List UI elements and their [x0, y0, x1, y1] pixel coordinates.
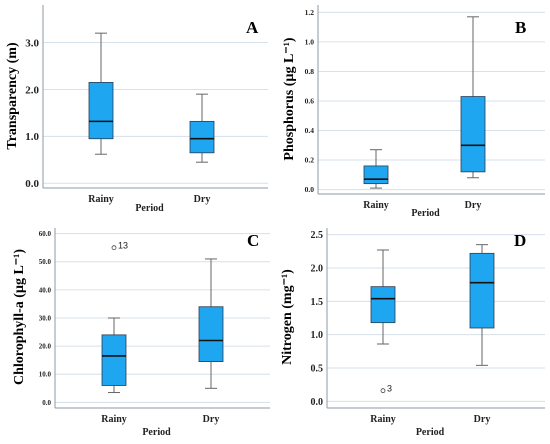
- box-dry: [198, 258, 224, 389]
- y-tick-label: 50.0: [39, 258, 52, 266]
- box-iqr: [101, 334, 127, 386]
- y-axis-title: Nitrogen (mg⁻¹): [280, 269, 295, 365]
- y-axis-title: Transparency (m): [5, 42, 20, 150]
- x-axis-title: Period: [142, 427, 171, 438]
- panel-label: A: [246, 18, 259, 37]
- y-tick-label: 60.0: [39, 230, 52, 238]
- chart-panel-a: 0.0 1.0 2.0 3.0 Rainy Dry Period Transparency (…: [5, 5, 268, 214]
- chart-panel-b: 0.0 0.2 0.4 0.6 0.8 1.0 1.2 Rainy Dry Period Phosp…: [282, 5, 545, 219]
- x-tick-label: Dry: [474, 414, 491, 425]
- y-tick-label: 0.0: [305, 185, 315, 194]
- y-tick-label: 10.0: [39, 371, 52, 379]
- y-tick-label: 0.0: [25, 178, 39, 190]
- x-axis-title: Period: [135, 203, 164, 214]
- outlier-label: 13: [118, 241, 128, 251]
- y-tick-label: 0.8: [305, 67, 315, 76]
- x-axis-title: Period: [411, 208, 440, 219]
- y-tick-label: 1.5: [311, 297, 324, 308]
- box-iqr: [363, 165, 389, 185]
- y-tick-label: 0.0: [311, 397, 324, 408]
- x-axis-title: Period: [416, 427, 445, 438]
- y-axis-title: Phosphorus (µg L⁻¹): [282, 37, 297, 160]
- y-tick-label: 1.2: [305, 8, 315, 17]
- x-tick-label: Dry: [465, 200, 482, 211]
- y-tick-label: 1.0: [311, 330, 324, 341]
- box-dry: [469, 244, 495, 366]
- x-tick-label: Dry: [194, 194, 211, 205]
- y-tick-label: 0.5: [311, 364, 324, 375]
- x-tick-label: Rainy: [363, 200, 389, 211]
- y-tick-label: 2.0: [311, 264, 324, 275]
- y-tick-label: 30.0: [39, 314, 52, 322]
- x-tick-label: Rainy: [88, 194, 114, 205]
- y-tick-label: 0.0: [42, 399, 51, 407]
- y-tick-label: 40.0: [39, 286, 52, 294]
- y-tick-label: 0.6: [305, 97, 315, 106]
- y-tick-label: 3.0: [25, 37, 39, 49]
- y-tick-label: 2.0: [25, 84, 39, 96]
- box-rainy: 13: [101, 241, 128, 394]
- panel-label: C: [247, 231, 259, 250]
- box-rainy: [363, 149, 389, 189]
- box-iqr: [189, 120, 215, 154]
- box-rainy: 3: [370, 249, 396, 394]
- outlier-point: [380, 388, 386, 394]
- box-iqr: [460, 96, 486, 173]
- box-iqr: [469, 252, 495, 329]
- box-dry: [189, 93, 215, 163]
- y-tick-label: 0.2: [305, 156, 315, 165]
- x-tick-label: Rainy: [101, 414, 127, 425]
- chart-panel-d: 0.0 0.5 1.0 1.5 2.0 2.5 Rainy Dry Period Nitrogen…: [280, 228, 545, 438]
- chart-panel-c: 0.0 10.0 20.0 30.0 40.0 50.0 60.0 Rainy Dry Perio…: [12, 228, 270, 438]
- panel-label: D: [514, 231, 526, 250]
- box-iqr: [198, 306, 224, 362]
- outlier-label: 3: [387, 384, 392, 394]
- y-tick-label: 0.4: [305, 126, 315, 135]
- y-tick-label: 1.0: [305, 38, 315, 47]
- y-tick-label: 2.5: [311, 230, 324, 241]
- box-dry: [460, 16, 486, 179]
- y-tick-label: 20.0: [39, 343, 52, 351]
- outlier-point: [111, 245, 117, 251]
- box-iqr: [88, 82, 114, 140]
- panel-label: B: [515, 18, 526, 37]
- y-axis-title: Chlorophyll-a (µg L⁻¹): [12, 249, 27, 385]
- x-tick-label: Rainy: [370, 414, 396, 425]
- box-iqr: [370, 286, 396, 324]
- y-tick-label: 1.0: [25, 131, 39, 143]
- x-tick-label: Dry: [203, 414, 220, 425]
- box-rainy: [88, 32, 114, 155]
